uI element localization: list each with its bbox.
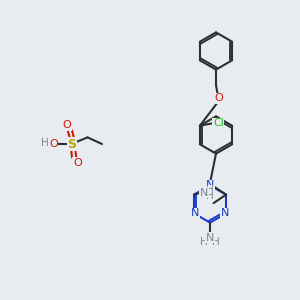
Text: Cl: Cl xyxy=(213,118,224,128)
Text: N: N xyxy=(206,232,214,243)
Text: H: H xyxy=(200,237,208,247)
Text: N: N xyxy=(191,208,200,218)
Text: O: O xyxy=(62,120,71,130)
Text: O: O xyxy=(49,139,58,149)
Text: S: S xyxy=(68,137,76,151)
Text: H: H xyxy=(206,191,213,201)
Text: O: O xyxy=(73,158,82,168)
Text: H: H xyxy=(206,185,213,195)
Text: N: N xyxy=(220,208,229,218)
Text: H: H xyxy=(41,137,49,148)
Text: O: O xyxy=(214,93,223,103)
Text: N: N xyxy=(200,188,208,198)
Text: N: N xyxy=(206,180,214,190)
Text: H: H xyxy=(212,237,220,247)
